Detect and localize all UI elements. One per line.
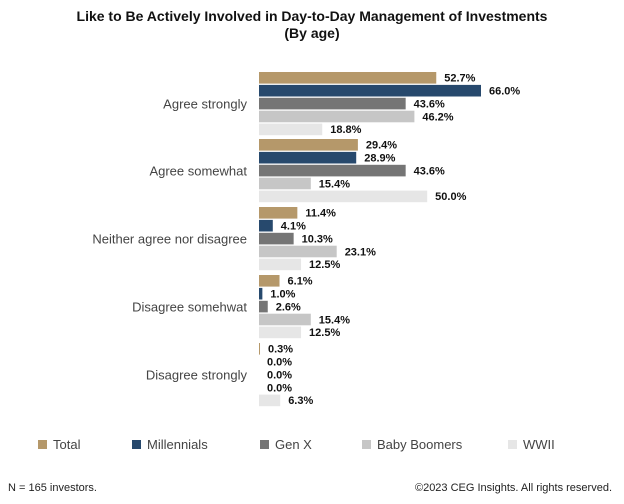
data-label-millennials-disagree-strongly: 0.0% [267, 357, 292, 369]
data-label-baby-boomers-disagree-somehwat: 15.4% [319, 314, 350, 326]
data-label-millennials-neither-agree-nor-disagree: 4.1% [281, 221, 306, 233]
data-label-baby-boomers-disagree-strongly: 0.0% [267, 382, 292, 394]
legend-swatch-baby-boomers [362, 440, 371, 449]
data-label-total-neither-agree-nor-disagree: 11.4% [305, 208, 336, 220]
data-label-total-disagree-strongly: 0.3% [268, 344, 293, 356]
data-label-total-agree-strongly: 52.7% [444, 73, 475, 85]
data-label-baby-boomers-agree-somewhat: 15.4% [319, 178, 350, 190]
data-label-total-agree-somewhat: 29.4% [366, 140, 397, 152]
bar-gen-x-agree-somewhat [259, 164, 406, 177]
data-label-wwii-disagree-somehwat: 12.5% [309, 327, 340, 339]
bar-baby-boomers-neither-agree-nor-disagree [259, 245, 337, 258]
bar-baby-boomers-disagree-somehwat [259, 313, 311, 326]
data-label-wwii-agree-somewhat: 50.0% [435, 191, 466, 203]
bar-gen-x-agree-strongly [259, 97, 406, 110]
data-label-total-disagree-somehwat: 6.1% [288, 276, 313, 288]
chart-legend: Total Millennials Gen X Baby Boomers WWII [38, 437, 618, 455]
legend-swatch-millennials [132, 440, 141, 449]
bar-total-disagree-strongly [259, 343, 261, 355]
data-label-millennials-disagree-somehwat: 1.0% [270, 289, 295, 301]
bar-wwii-agree-strongly [259, 123, 323, 136]
legend-swatch-gen-x [260, 440, 269, 449]
legend-label-baby-boomers: Baby Boomers [377, 437, 463, 452]
legend-item-baby-boomers: Baby Boomers [362, 437, 462, 452]
data-label-millennials-agree-strongly: 66.0% [489, 86, 520, 98]
bar-wwii-neither-agree-nor-disagree [259, 258, 302, 271]
legend-label-total: Total [53, 437, 81, 452]
legend-label-millennials: Millennials [147, 437, 208, 452]
chart-subtitle: (By age) [284, 25, 340, 41]
category-label-neither-agree-nor-disagree: Neither agree nor disagree [92, 231, 247, 246]
bar-total-agree-strongly [259, 72, 437, 84]
data-label-wwii-disagree-strongly: 6.3% [288, 395, 313, 407]
data-label-gen-x-agree-strongly: 43.6% [414, 98, 445, 110]
data-label-wwii-neither-agree-nor-disagree: 12.5% [309, 259, 340, 271]
bar-baby-boomers-agree-strongly [259, 110, 415, 123]
legend-item-wwii: WWII [508, 437, 555, 452]
bar-baby-boomers-agree-somewhat [259, 177, 311, 190]
sample-size-note: N = 165 investors. [8, 482, 97, 494]
bar-gen-x-disagree-somehwat [259, 300, 268, 313]
data-label-millennials-agree-somewhat: 28.9% [364, 153, 395, 165]
chart-title: Like to Be Actively Involved in Day-to-D… [76, 8, 548, 24]
bar-total-agree-somewhat [259, 139, 358, 151]
legend-swatch-wwii [508, 440, 517, 449]
data-label-baby-boomers-agree-strongly: 46.2% [422, 111, 453, 123]
copyright-notice: ©2023 CEG Insights. All rights reserved. [414, 482, 612, 494]
bar-millennials-agree-somewhat [259, 151, 357, 164]
bar-wwii-disagree-somehwat [259, 326, 302, 339]
bar-millennials-neither-agree-nor-disagree [259, 219, 273, 232]
legend-label-wwii: WWII [523, 437, 555, 452]
legend-item-total: Total [38, 437, 80, 452]
bar-millennials-agree-strongly [259, 84, 481, 97]
bar-total-neither-agree-nor-disagree [259, 207, 298, 219]
legend-swatch-total [38, 440, 47, 449]
data-label-wwii-agree-strongly: 18.8% [330, 124, 361, 136]
bar-gen-x-neither-agree-nor-disagree [259, 232, 294, 245]
data-label-gen-x-disagree-somehwat: 2.6% [276, 301, 301, 313]
data-label-gen-x-agree-somewhat: 43.6% [414, 165, 445, 177]
data-label-gen-x-neither-agree-nor-disagree: 10.3% [302, 233, 333, 245]
data-label-gen-x-disagree-strongly: 0.0% [267, 369, 292, 381]
category-label-disagree-somehwat: Disagree somehwat [132, 299, 247, 314]
category-label-agree-strongly: Agree strongly [163, 96, 247, 111]
bar-wwii-disagree-strongly [259, 394, 281, 407]
legend-label-gen-x: Gen X [275, 437, 312, 452]
category-label-agree-somewhat: Agree somewhat [149, 163, 247, 178]
legend-item-gen-x: Gen X [260, 437, 312, 452]
bar-wwii-agree-somewhat [259, 190, 428, 203]
category-label-disagree-strongly: Disagree strongly [146, 367, 248, 382]
bar-chart: Agree strongly52.7%66.0%43.6%46.2%18.8%A… [92, 72, 520, 407]
bar-millennials-disagree-somehwat [259, 287, 263, 300]
bar-total-disagree-somehwat [259, 275, 280, 287]
legend-item-millennials: Millennials [132, 437, 208, 452]
data-label-baby-boomers-neither-agree-nor-disagree: 23.1% [345, 246, 376, 258]
